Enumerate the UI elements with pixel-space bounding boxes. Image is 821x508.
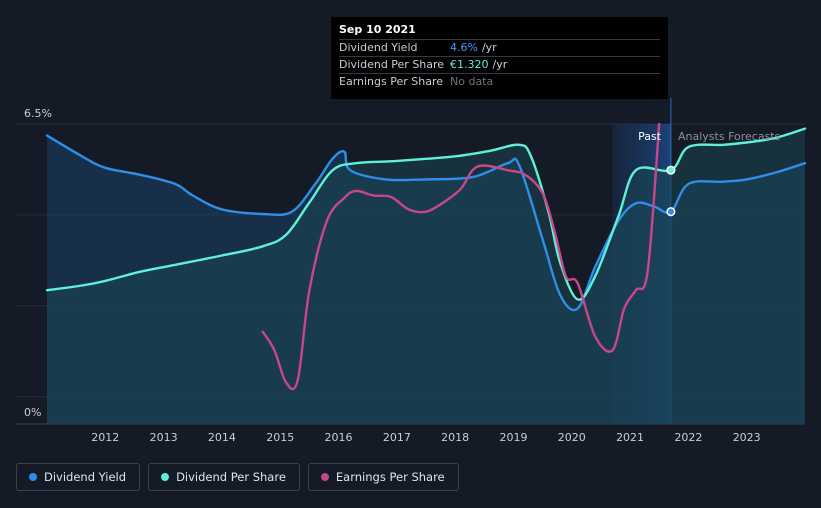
x-tick-label: 2012 [91,431,119,444]
legend-label: Dividend Yield [44,470,127,484]
legend-dot-icon [161,473,170,481]
legend-dot-icon [29,473,37,481]
x-tick-label: 2019 [499,431,527,444]
tooltip-row-dividend-yield: Dividend Yield 4.6% /yr [339,39,660,56]
past-label: Past [638,130,662,143]
tooltip-unit: /yr [492,58,508,71]
legend-item-dividend-per-share[interactable]: Dividend Per Share [148,463,300,491]
tooltip-value: 4.6% [450,41,478,54]
x-tick-label: 2021 [616,431,644,444]
x-tick-label: 2023 [733,431,761,444]
legend-item-dividend-yield[interactable]: Dividend Yield [16,463,141,491]
tooltip-row-earnings-per-share: Earnings Per Share No data [339,73,660,90]
x-tick-label: 2018 [441,431,469,444]
tooltip-value: No data [450,75,494,88]
x-tick-label: 2014 [208,431,236,444]
legend-label: Dividend Per Share [176,470,286,484]
series-line-earnings-per-share [261,122,661,391]
hover-tooltip: Sep 10 2021 Dividend Yield 4.6% /yr Divi… [331,17,668,99]
tooltip-value: €1.320 [450,58,489,71]
axis-labels: 2012 2013 2014 2015 2016 2017 2018 2019 2020 2021… [24,107,761,444]
tooltip-label: Dividend Per Share [339,58,445,71]
x-tick-label: 2013 [150,431,178,444]
marker-dividend-per-share [666,165,676,175]
legend-dot-icon [320,473,329,481]
x-tick-label: 2015 [266,431,294,444]
marker-dividend-yield [666,207,676,217]
x-tick-label: 2016 [325,431,353,444]
x-tick-label: 2017 [383,431,411,444]
legend-label: Earnings Per Share [335,470,445,484]
tooltip-unit: /yr [481,41,497,54]
tooltip-label: Earnings Per Share [339,75,444,88]
series-line-dividend-per-share [45,127,807,301]
tooltip-label: Dividend Yield [339,41,418,54]
y-tick-label-bottom: 0% [24,406,41,419]
y-tick-label-top: 6.5% [24,107,52,120]
series-areas [47,128,805,424]
tooltip-row-dividend-per-share: Dividend Per Share €1.320 /yr [339,56,660,73]
series-area-dividend-per-share [47,128,805,424]
tooltip-date: Sep 10 2021 [339,23,416,36]
x-tick-label: 2022 [674,431,702,444]
series-markers [666,165,676,217]
x-tick-label: 2020 [558,431,586,444]
legend: Dividend Yield Dividend Per Share Earnin… [16,463,459,491]
legend-item-earnings-per-share[interactable]: Earnings Per Share [307,463,459,491]
forecast-label: Analysts Forecasts [678,130,781,143]
